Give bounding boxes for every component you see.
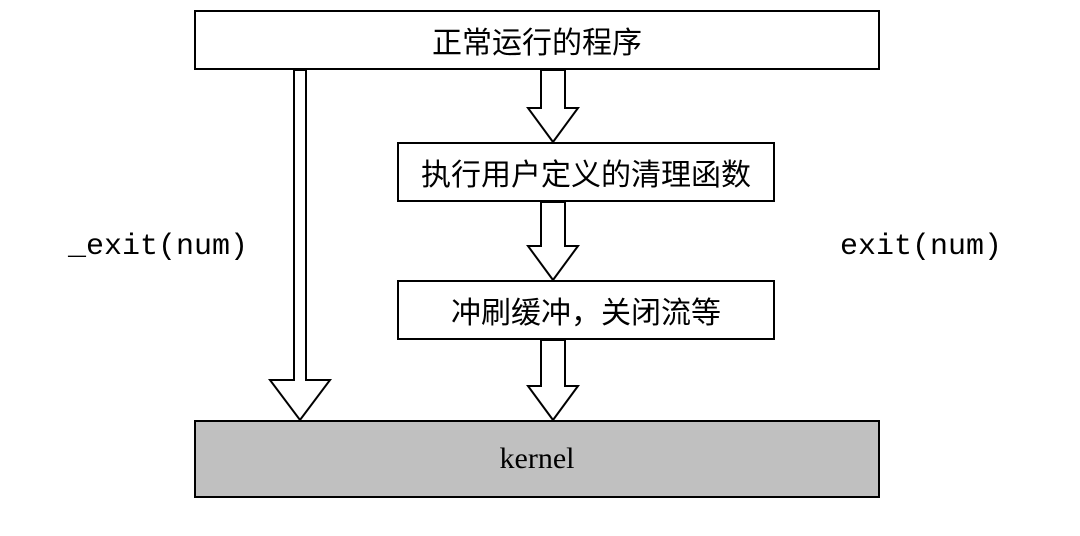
node-kernel: kernel [194,420,880,498]
node-cleanup: 执行用户定义的清理函数 [397,142,775,202]
node-flush-label: 冲刷缓冲，关闭流等 [451,288,721,332]
arrow-cleanup-to-flush [528,202,578,280]
label-exit: exit(num) [840,230,1002,264]
arrow-top-to-cleanup [528,70,578,142]
node-top-program: 正常运行的程序 [194,10,880,70]
node-kernel-label: kernel [500,442,575,476]
flowchart-canvas: 正常运行的程序 执行用户定义的清理函数 冲刷缓冲，关闭流等 kernel _ex… [0,0,1080,536]
node-flush: 冲刷缓冲，关闭流等 [397,280,775,340]
arrow-flush-to-kernel [528,340,578,420]
arrow-top-to-kernel [270,70,330,420]
label-underscore-exit: _exit(num) [68,230,248,264]
node-cleanup-label: 执行用户定义的清理函数 [421,150,751,194]
node-top-program-label: 正常运行的程序 [432,18,642,62]
